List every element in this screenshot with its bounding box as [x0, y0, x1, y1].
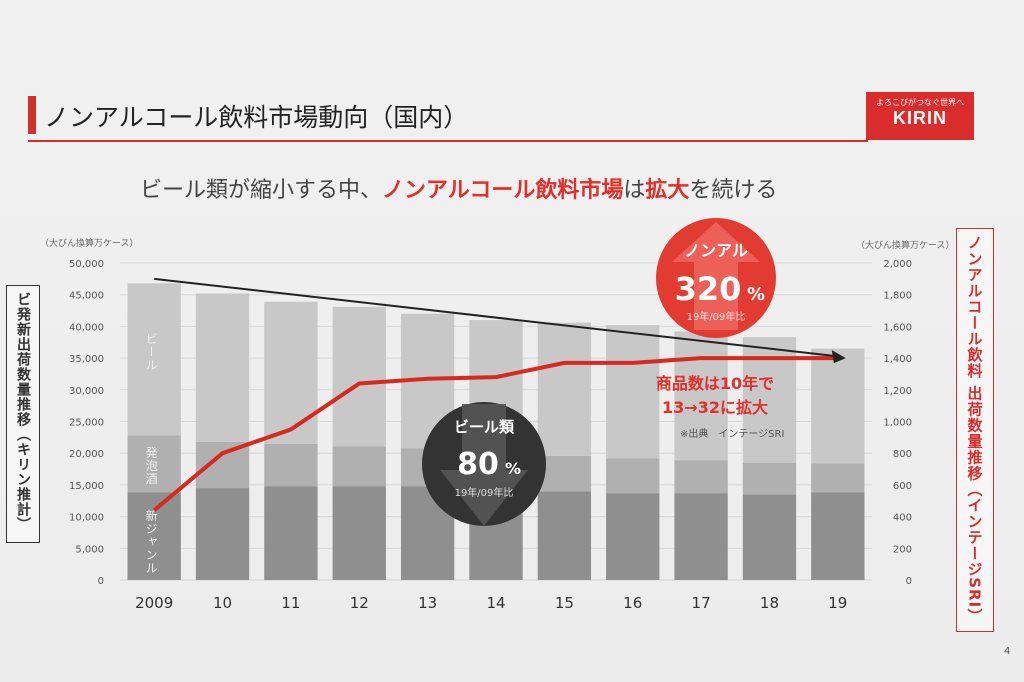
bar-segment [127, 283, 181, 436]
bar-segment [264, 486, 318, 580]
left-tick-label: 50,000 [69, 259, 104, 270]
logo-brand: KIRIN [893, 108, 947, 128]
beer-down-arrow-icon [440, 404, 528, 526]
bar-segment [537, 455, 592, 492]
left-tick-label: 30,000 [69, 386, 104, 397]
x-tick-label: 11 [281, 594, 300, 612]
subtitle-highlight1: ノンアルコール飲料市場 [382, 178, 624, 203]
right-tick-label: 800 [893, 449, 912, 460]
nonal-up-arrow-icon [672, 222, 760, 330]
page-number: 4 [1004, 646, 1011, 657]
slide-subtitle: ビール類が縮小する中、ノンアルコール飲料市場は拡大を続ける [140, 172, 777, 204]
annotation-line1: 商品数は10年で [655, 374, 775, 393]
right-tick-label: 1,600 [883, 322, 912, 333]
left-tick-label: 10,000 [69, 513, 104, 524]
left-tick-label: 5,000 [75, 544, 104, 555]
bar-segment [332, 486, 386, 580]
bar-segment [195, 488, 250, 580]
x-tick-label: 2009 [135, 594, 173, 612]
source-note: ※出典 インテージSRI [680, 429, 785, 440]
right-tick-label: 1,400 [883, 354, 912, 365]
x-tick-label: 15 [555, 594, 574, 612]
product-count-annotation: 商品数は10年で 13→32に拡大 [640, 372, 790, 420]
bar-segment [606, 325, 660, 459]
right-tick-label: 600 [893, 481, 912, 492]
bar-segment [674, 460, 728, 494]
left-tick-label: 15,000 [69, 481, 104, 492]
logo-tagline: よろこびがつなぐ世界へ [876, 98, 964, 107]
bar-segment [332, 446, 386, 487]
bar-segment [537, 491, 592, 580]
bar-segment [127, 435, 181, 493]
bar-segment [264, 301, 318, 444]
bar-segment [742, 462, 797, 495]
left-tick-label: 25,000 [69, 418, 104, 429]
left-unit-label: （大びん換算万ケース） [40, 239, 139, 249]
title-accent-bar [28, 96, 36, 134]
subtitle-part2: は [623, 178, 646, 203]
bar-segment [674, 331, 728, 461]
trend-arrow-head [831, 350, 846, 364]
x-tick-label: 18 [760, 594, 779, 612]
beer-bubble-value: 80 [457, 447, 499, 482]
nonal-bubble-note: 19年/09年比 [687, 310, 746, 323]
annotation-line2: 13→32に拡大 [662, 398, 768, 417]
right-axis-title: ノンアルコール飲料 出荷数量推移（インテージSRI） [956, 228, 994, 632]
bar-segment [606, 493, 660, 580]
right-tick-label: 1,000 [883, 418, 912, 429]
bar-segment [674, 493, 728, 580]
nonal-bubble-value: 320 [675, 270, 742, 308]
x-tick-label: 14 [486, 594, 505, 612]
x-tick-label: 12 [350, 594, 369, 612]
bar-segment [742, 494, 797, 580]
segment-label: ビール [144, 332, 158, 371]
right-unit-label: （大びん換算万ケース） [856, 241, 955, 251]
left-tick-label: 20,000 [69, 449, 104, 460]
segment-label: 新ジャンル [144, 508, 158, 574]
title-underline [28, 140, 868, 142]
x-tick-label: 17 [692, 594, 711, 612]
left-tick-label: 0 [98, 576, 104, 587]
bar-segment [811, 348, 865, 464]
right-tick-label: 2,000 [883, 259, 912, 270]
bar-segment [811, 463, 865, 493]
beer-bubble-label: ビール類 [454, 418, 515, 436]
right-tick-label: 1,800 [883, 291, 912, 302]
subtitle-highlight2: 拡大 [645, 178, 690, 203]
nonal-series-line [152, 356, 838, 512]
left-tick-label: 40,000 [69, 322, 104, 333]
left-tick-label: 45,000 [69, 291, 104, 302]
left-axis-title: ビ発新出荷数量推移（キリン推計） [6, 285, 40, 543]
right-tick-label: 0 [906, 576, 912, 587]
page-title: ノンアルコール飲料市場動向（国内） [44, 103, 469, 132]
subtitle-part3: を続ける [689, 178, 778, 203]
bar-segment [332, 306, 386, 447]
bar-segment [811, 492, 865, 580]
beer-bubble-note: 19年/09年比 [455, 486, 514, 499]
segment-label: 発泡酒 [144, 446, 158, 485]
bar-segment [195, 441, 250, 489]
right-tick-label: 200 [893, 544, 912, 555]
kirin-logo: よろこびがつなぐ世界へ KIRIN [866, 92, 974, 140]
bar-segment [195, 293, 250, 442]
x-tick-label: 16 [623, 594, 642, 612]
bar-segment [264, 443, 318, 487]
nonal-bubble-unit: % [747, 284, 765, 305]
bar-segment [537, 322, 592, 456]
right-tick-label: 400 [893, 513, 912, 524]
x-tick-label: 19 [828, 594, 847, 612]
subtitle-part1: ビール類が縮小する中、 [140, 178, 383, 203]
trend-arrow-line [154, 277, 836, 358]
left-tick-label: 35,000 [69, 354, 104, 365]
x-tick-label: 13 [418, 594, 437, 612]
beer-bubble-unit: % [505, 459, 521, 478]
nonal-bubble-label: ノンアル [684, 241, 748, 260]
x-tick-label: 10 [213, 594, 232, 612]
bar-segment [127, 492, 181, 580]
bar-segment [606, 458, 660, 494]
right-tick-label: 1,200 [883, 386, 912, 397]
